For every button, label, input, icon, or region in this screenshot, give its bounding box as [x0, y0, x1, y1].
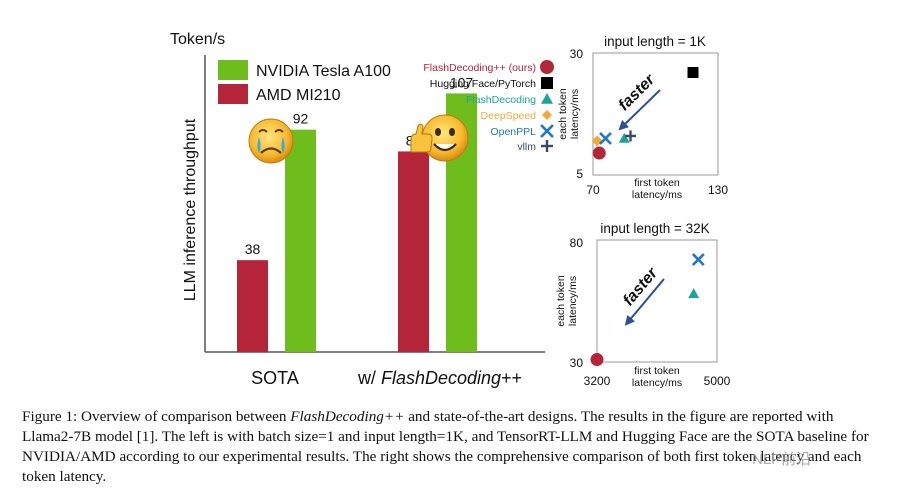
bar-legend: NVIDIA Tesla A100 AMD MI210 [218, 60, 391, 104]
scatter-32k-xlabel: first token latency/ms [632, 365, 682, 389]
legend-label-diamond: DeepSpeed [481, 110, 537, 122]
watermark-text: NLP前沿 [752, 451, 812, 468]
triangle-marker-icon [541, 93, 553, 104]
bars-layer: 388392107 [237, 74, 477, 353]
scatter-32k-xtick-left: 3200 [584, 374, 611, 388]
bar-value-label: 92 [293, 111, 309, 127]
scatter-1k-frame [592, 52, 719, 176]
scatter-legend: FlashDecoding++ (ours) Hugging Face/PyTor… [423, 60, 554, 153]
sad-face-icon [248, 118, 294, 164]
scatter-point-circle [592, 146, 606, 160]
scatter-1k-ytick-bottom: 5 [576, 167, 583, 181]
bar-value-label: 38 [245, 241, 261, 257]
circle-marker-icon [540, 60, 554, 74]
y-axis-label: LLM inference throughput [182, 118, 199, 301]
axis-label-text: first token latency/ms [632, 365, 682, 389]
legend-swatch-a100 [218, 60, 248, 80]
legend-label-plus: vllm [517, 141, 536, 153]
caption-method-name: FlashDecoding++ [290, 408, 405, 425]
legend-label-circle: FlashDecoding++ (ours) [423, 62, 536, 74]
scatter-1k-ytick-top: 30 [570, 47, 584, 61]
scatter-chart-1k: input length = 1K 30 5 70 130 first toke… [557, 34, 728, 201]
axis-label-text: first token latency/ms [632, 177, 682, 201]
axis-label-text: each tokenlatency/ms [557, 88, 581, 140]
diamond-marker-icon [542, 110, 552, 120]
category-label-0: SOTA [251, 368, 299, 388]
scatter-1k-points [591, 67, 699, 160]
happy-thumbs-up-icon [410, 114, 469, 162]
caption-body: and state-of-the-art designs. The result… [22, 408, 869, 485]
bar-value-label: 107 [450, 74, 474, 90]
scatter-point-square [687, 67, 699, 79]
legend-label-triangle: FlashDecoding [466, 94, 536, 106]
scatter-1k-xtick-left: 70 [586, 183, 600, 197]
scatter-chart-32k: input length = 32K 80 30 3200 5000 first… [555, 221, 731, 389]
legend-swatch-mi210 [218, 84, 248, 104]
scatter-point-x [599, 131, 612, 145]
scatter-point-x [691, 253, 705, 266]
scatter-1k-title: input length = 1K [604, 34, 706, 49]
scatter-32k-ytick-top: 80 [570, 236, 584, 250]
scatter-point-triangle [618, 132, 630, 143]
scatter-1k-faster-arrow [618, 89, 661, 131]
scatter-32k-xtick-right: 5000 [704, 374, 731, 388]
legend-label-a100: NVIDIA Tesla A100 [256, 63, 391, 80]
scatter-1k-ylabel: each tokenlatency/ms [557, 88, 581, 140]
bar-nvidia-0 [285, 129, 316, 352]
scatter-point-triangle [688, 288, 700, 299]
y-unit-label: Token/s [170, 31, 225, 48]
scatter-1k-xlabel: first token latency/ms [632, 177, 682, 201]
caption-lead: Figure 1: Overview of comparison between [22, 408, 291, 425]
scatter-point-circle [590, 353, 604, 367]
x-marker-icon [540, 124, 554, 138]
figure-caption: Figure 1: Overview of comparison between… [22, 407, 882, 487]
scatter-32k-ytick-bottom: 30 [570, 356, 584, 370]
plus-marker-icon [541, 140, 553, 152]
scatter-32k-title: input length = 32K [600, 221, 709, 236]
scatter-point-plus [625, 130, 636, 142]
square-marker-icon [541, 77, 553, 89]
category-labels: SOTA w/ FlashDecoding++ [251, 368, 522, 388]
scatter-1k-xtick-right: 130 [708, 183, 728, 197]
bar-amd-1 [398, 151, 429, 352]
figure-canvas: Token/s LLM inference throughput 3883921… [170, 31, 731, 389]
bar-amd-0 [237, 260, 268, 352]
category-label-1: w/ FlashDecoding++ [357, 368, 522, 388]
scatter-32k-ylabel: each tokenlatency/ms [555, 275, 579, 327]
scatter-32k-points [590, 253, 705, 367]
legend-label-mi210: AMD MI210 [256, 87, 341, 104]
axis-label-text: each tokenlatency/ms [555, 275, 579, 327]
legend-label-x: OpenPPL [490, 126, 536, 138]
bar-chart: Token/s LLM inference throughput 3883921… [170, 31, 545, 388]
scatter-32k-faster-arrow [624, 278, 665, 326]
legend-label-square: Hugging Face/PyTorch [430, 78, 536, 90]
